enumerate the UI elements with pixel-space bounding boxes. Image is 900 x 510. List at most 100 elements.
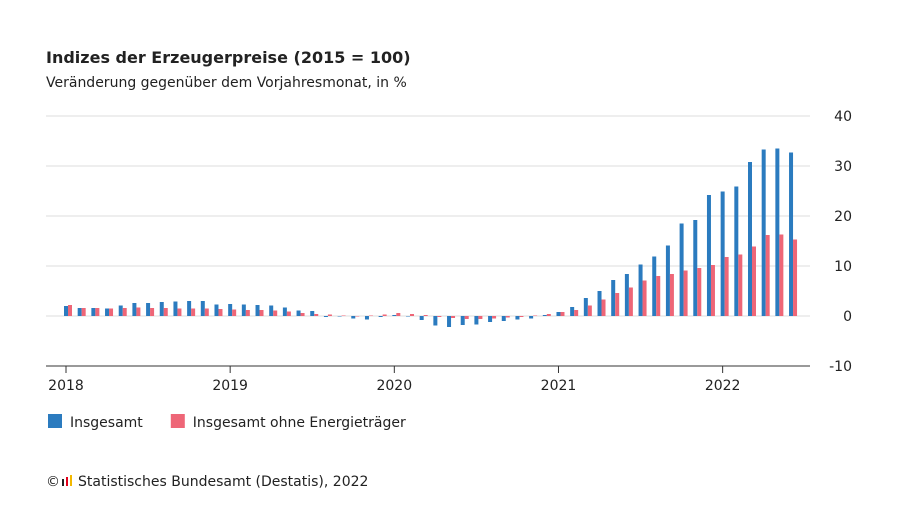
bar bbox=[300, 313, 305, 316]
bar bbox=[519, 316, 524, 317]
bar bbox=[191, 308, 196, 316]
bar bbox=[710, 265, 715, 316]
bar bbox=[241, 304, 246, 316]
bar bbox=[628, 287, 633, 316]
bar bbox=[437, 316, 442, 317]
bar bbox=[187, 301, 192, 316]
bar bbox=[109, 308, 114, 316]
bar bbox=[255, 305, 260, 316]
bar bbox=[132, 303, 137, 316]
bar bbox=[77, 308, 82, 316]
bar bbox=[615, 293, 620, 316]
bar bbox=[748, 162, 752, 316]
bar bbox=[122, 308, 127, 316]
bar bbox=[410, 314, 414, 316]
bar bbox=[382, 314, 387, 316]
bar bbox=[665, 245, 670, 316]
bar bbox=[310, 311, 315, 316]
y-tick-label: 10 bbox=[834, 259, 852, 275]
bar bbox=[337, 316, 342, 317]
bar bbox=[419, 316, 424, 320]
bar bbox=[159, 302, 164, 316]
bar bbox=[570, 307, 575, 316]
bar bbox=[68, 305, 72, 316]
bar bbox=[515, 316, 520, 320]
bar bbox=[214, 304, 219, 316]
bar bbox=[177, 308, 182, 316]
y-tick-label: 0 bbox=[843, 309, 852, 325]
bar bbox=[323, 316, 328, 317]
bar bbox=[492, 316, 497, 319]
bar bbox=[683, 270, 688, 316]
x-tick-label: 2022 bbox=[705, 378, 741, 394]
bar bbox=[351, 316, 356, 319]
bar bbox=[542, 315, 547, 316]
bar bbox=[273, 310, 278, 316]
legend-swatch bbox=[48, 414, 62, 428]
legend-label: Insgesamt bbox=[70, 415, 143, 431]
bar bbox=[505, 316, 510, 318]
bar bbox=[118, 305, 123, 316]
bar bbox=[423, 315, 428, 316]
bar bbox=[136, 307, 141, 316]
bar bbox=[368, 315, 373, 316]
bar bbox=[765, 235, 770, 316]
bar bbox=[779, 234, 784, 316]
bar bbox=[679, 223, 684, 316]
bar bbox=[706, 195, 711, 316]
bar bbox=[789, 152, 794, 316]
x-tick-label: 2019 bbox=[212, 378, 248, 394]
bar bbox=[150, 308, 155, 316]
bar bbox=[724, 257, 729, 316]
bar bbox=[460, 316, 465, 325]
bar bbox=[574, 310, 579, 316]
bar bbox=[378, 316, 383, 317]
y-tick-label: -10 bbox=[829, 359, 852, 375]
bar bbox=[587, 305, 592, 316]
bar bbox=[464, 316, 469, 319]
bar bbox=[286, 311, 291, 316]
bar bbox=[296, 310, 301, 316]
bar bbox=[656, 276, 661, 316]
bar bbox=[546, 314, 551, 316]
bar bbox=[364, 316, 369, 320]
bar bbox=[752, 246, 756, 316]
bar bbox=[624, 274, 629, 316]
bar bbox=[761, 149, 766, 316]
bar bbox=[269, 305, 274, 316]
bar bbox=[433, 316, 438, 326]
bar bbox=[529, 316, 534, 319]
bar bbox=[478, 316, 483, 319]
bar bbox=[232, 309, 237, 316]
bar bbox=[793, 239, 798, 316]
bar bbox=[355, 316, 360, 317]
bar bbox=[392, 315, 397, 316]
bar bbox=[601, 299, 606, 316]
bar bbox=[314, 314, 319, 316]
bar bbox=[341, 315, 346, 316]
bar bbox=[488, 316, 493, 322]
bar bbox=[105, 308, 110, 316]
bar bbox=[204, 308, 209, 316]
bar bbox=[451, 316, 456, 318]
bar bbox=[638, 264, 643, 316]
bar bbox=[200, 301, 205, 316]
x-tick-label: 2018 bbox=[48, 378, 84, 394]
chart-title: Indizes der Erzeugerpreise (2015 = 100) bbox=[46, 48, 411, 67]
bar bbox=[245, 310, 250, 316]
bar bbox=[734, 186, 739, 316]
bar bbox=[738, 254, 743, 316]
bar bbox=[146, 303, 151, 316]
x-tick-label: 2021 bbox=[541, 378, 577, 394]
bar bbox=[697, 268, 702, 316]
bar bbox=[597, 291, 602, 316]
bar bbox=[560, 312, 565, 316]
bar bbox=[81, 308, 86, 316]
y-tick-label: 30 bbox=[834, 159, 852, 175]
bar bbox=[652, 256, 657, 316]
bar bbox=[163, 308, 168, 316]
bar bbox=[720, 191, 725, 316]
bar bbox=[396, 313, 401, 316]
legend-label: Insgesamt ohne Energieträger bbox=[193, 415, 406, 431]
